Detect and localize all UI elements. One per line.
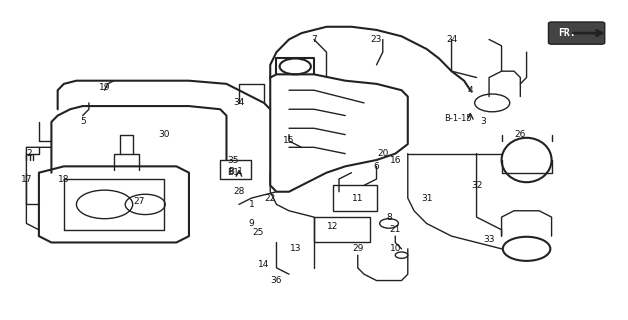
Text: 11: 11 — [352, 194, 364, 203]
Text: B1: B1 — [227, 168, 239, 177]
Text: 26: 26 — [514, 130, 526, 139]
Text: 35: 35 — [227, 156, 239, 164]
Text: 4: 4 — [467, 86, 473, 95]
Text: 23: 23 — [371, 35, 382, 44]
Text: 3: 3 — [480, 117, 485, 126]
Text: 8: 8 — [386, 212, 392, 222]
Text: 27: 27 — [133, 197, 144, 206]
FancyBboxPatch shape — [548, 22, 605, 44]
Text: 22: 22 — [264, 194, 276, 203]
Text: 33: 33 — [484, 235, 495, 244]
Bar — [333, 185, 377, 211]
Text: 13: 13 — [290, 244, 301, 253]
Text: 16: 16 — [389, 156, 401, 164]
Bar — [220, 160, 251, 179]
Text: 17: 17 — [21, 174, 32, 184]
Bar — [314, 217, 371, 243]
Text: 9: 9 — [249, 219, 254, 228]
Text: 14: 14 — [258, 260, 269, 269]
Text: 12: 12 — [327, 222, 338, 231]
Text: 7: 7 — [311, 35, 317, 44]
Text: 34: 34 — [233, 99, 245, 108]
Text: FR.: FR. — [558, 28, 576, 38]
Text: B-1-15: B-1-15 — [444, 114, 472, 123]
Text: 29: 29 — [352, 244, 364, 253]
Text: 6: 6 — [374, 162, 379, 171]
Text: 15: 15 — [283, 136, 295, 146]
Text: 10: 10 — [389, 244, 401, 253]
Text: B 1: B 1 — [229, 167, 243, 176]
Text: 36: 36 — [271, 276, 282, 285]
Text: 25: 25 — [252, 228, 263, 237]
Text: 18: 18 — [58, 174, 70, 184]
Text: 28: 28 — [233, 187, 245, 196]
Text: 24: 24 — [446, 35, 457, 44]
Text: 19: 19 — [99, 83, 111, 92]
Text: 20: 20 — [377, 149, 389, 158]
Text: 1: 1 — [249, 200, 254, 209]
Text: 21: 21 — [389, 225, 401, 234]
Text: 32: 32 — [471, 181, 482, 190]
Text: 2: 2 — [27, 149, 32, 158]
Text: 30: 30 — [158, 130, 170, 139]
Text: 5: 5 — [80, 117, 85, 126]
Text: 31: 31 — [421, 194, 432, 203]
